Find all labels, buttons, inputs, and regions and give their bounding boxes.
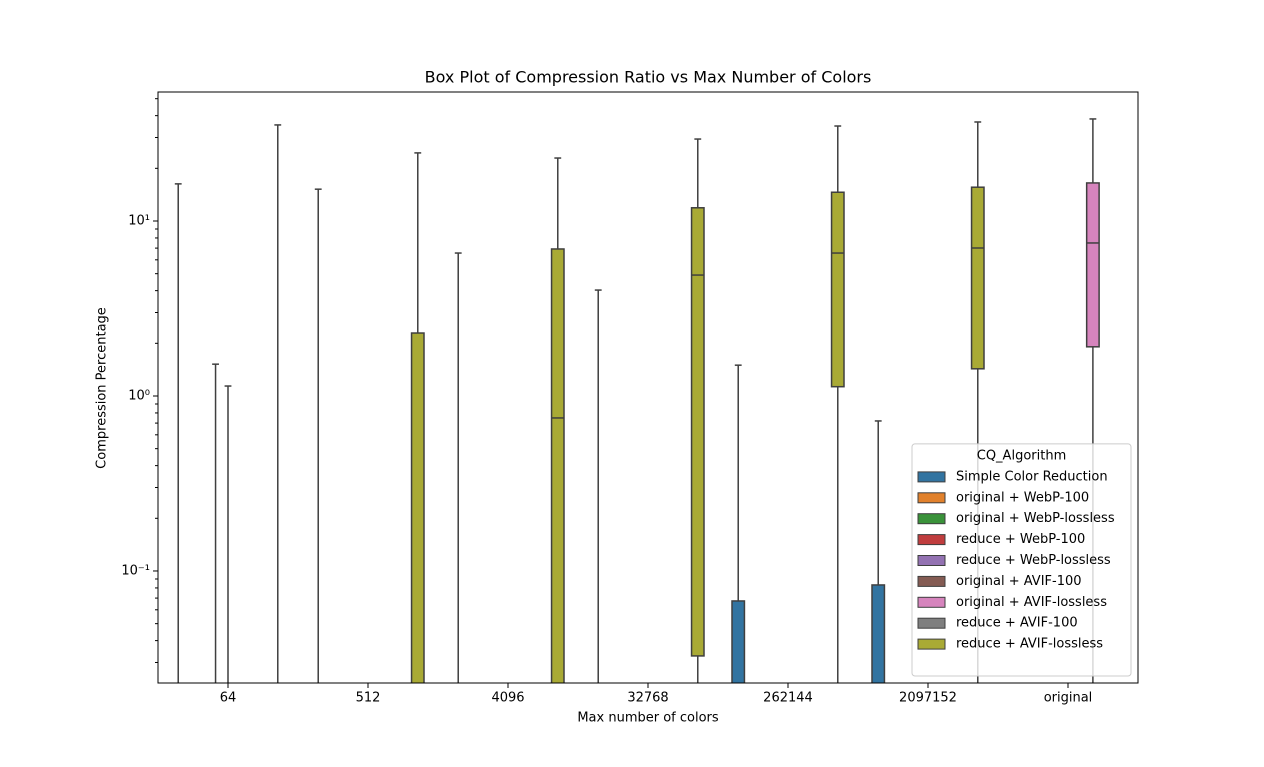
legend: CQ_Algorithm Simple Color Reduction origin… — [911, 443, 1132, 677]
legend-swatch — [917, 638, 946, 650]
legend-label: Simple Color Reduction — [956, 469, 1108, 484]
x-tick-label: 64 — [220, 691, 237, 706]
plot-frame — [157, 91, 1139, 684]
y-tick-label: 10¹ — [128, 214, 150, 229]
x-tick-label: original — [1044, 691, 1093, 706]
legend-swatch — [917, 471, 946, 483]
legend-swatch — [917, 575, 946, 587]
box — [690, 207, 705, 657]
plot-area — [174, 118, 1100, 683]
legend-swatch — [917, 555, 946, 566]
legend-frame — [911, 443, 1132, 677]
box — [871, 584, 886, 683]
legend-swatch — [917, 513, 946, 525]
x-tick-label: 2097152 — [899, 691, 957, 706]
x-axis-label: Max number of colors — [577, 711, 719, 726]
box — [410, 332, 425, 683]
legend-swatch — [917, 596, 946, 608]
box — [1085, 182, 1100, 348]
x-tick-label: 4096 — [491, 691, 524, 706]
axes: 10⁻¹ 10⁰ 10¹ 64 512 4096 32768 262144 2097152 ori… — [121, 98, 1093, 706]
legend-swatch — [917, 492, 946, 504]
box — [731, 600, 746, 683]
legend-label: original + AVIF-lossless — [956, 595, 1107, 610]
legend-label: original + AVIF-100 — [956, 574, 1082, 589]
y-axis-label: Compression Percentage — [95, 307, 110, 469]
box — [830, 191, 845, 388]
box — [550, 248, 565, 683]
y-tick-label: 10⁻¹ — [121, 563, 150, 578]
legend-label: original + WebP-100 — [956, 490, 1089, 505]
legend-label: original + WebP-lossless — [956, 511, 1115, 526]
legend-title: CQ_Algorithm — [977, 448, 1066, 463]
x-tick-label: 512 — [356, 691, 381, 706]
legend-swatch — [917, 534, 946, 546]
x-tick-label: 262144 — [763, 691, 813, 706]
legend-swatch — [917, 617, 946, 629]
box — [970, 186, 985, 370]
x-tick-label: 32768 — [627, 691, 668, 706]
y-tick-label: 10⁰ — [128, 388, 150, 403]
legend-label: reduce + AVIF-lossless — [956, 637, 1103, 652]
legend-label: reduce + AVIF-100 — [956, 616, 1078, 631]
legend-label: reduce + WebP-lossless — [956, 553, 1111, 568]
chart-title: Box Plot of Compression Ratio vs Max Num… — [425, 68, 872, 87]
legend-label: reduce + WebP-100 — [956, 532, 1085, 547]
